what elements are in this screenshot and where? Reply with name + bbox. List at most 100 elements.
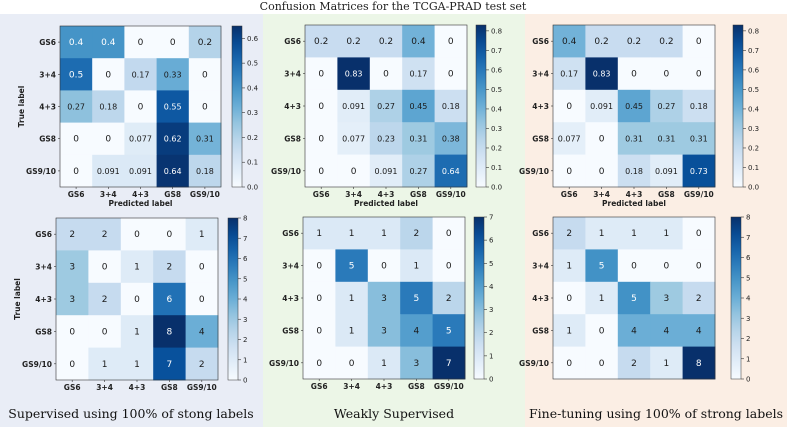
matrix-cell [120,218,154,251]
cell-value: 2 [446,294,452,304]
matrix-cell [369,154,403,188]
cell-value: 0.18 [625,167,643,176]
cell-value: 0.077 [558,134,581,143]
cell-value: 2 [102,230,108,240]
matrix-cell [120,315,154,348]
y-tick-label: 4+3 [532,102,549,111]
matrix-cell [650,281,683,315]
matrix-cell [337,122,371,155]
matrix-cell [400,346,433,380]
colorbar-tick-label: 0 [243,377,247,385]
x-tick-label: GS9/10 [190,190,220,199]
x-tick-label: 3+4 [96,383,113,392]
y-tick-label: 3+4 [284,70,301,79]
matrix-cell [402,25,435,58]
cell-value: 0 [199,295,205,305]
cell-value: 0.45 [625,102,643,111]
matrix-cell [585,217,619,250]
matrix-cell [88,315,122,348]
y-tick-label: GS8 [39,135,56,144]
y-tick-label: GS9/10 [26,167,56,176]
cell-value: 0 [383,70,389,80]
matrix-cell [120,250,154,284]
cell-value: 0 [664,70,670,80]
x-tick-label: GS6 [561,190,578,199]
matrix-cell [337,154,371,188]
x-tick-label: 3+4 [100,190,117,199]
confusion-matrix-3: 0.4 0.2 0.2 0.2 0 0.17 0.83 0 0 0 0 0.091 0.45 0.27 0.… [519,24,760,208]
colorbar-tick-label: 3 [243,316,247,324]
cell-value: 7 [167,360,173,370]
x-axis-label: Predicted label [354,199,418,208]
matrix-cell [553,89,586,123]
cell-value: 0 [566,294,572,304]
matrix-cell [585,122,619,155]
cell-value: 0.64 [164,167,182,176]
y-tick-label: GS8 [284,134,301,143]
colorbar-tick-label: 5 [746,274,750,282]
x-tick-label: 3+4 [343,382,360,391]
matrix-cell [585,154,619,188]
x-tick-label: 4+3 [626,190,643,199]
matrix-cell [682,281,716,315]
colorbar [475,24,487,188]
cell-value: 2 [414,229,420,239]
colorbar [732,24,744,188]
matrix-cell [124,154,157,188]
matrix-cell [682,57,716,91]
cell-value: 0.31 [690,134,708,143]
colorbar-tick-label: 4 [489,283,494,291]
cell-value: 0 [566,167,572,177]
cell-value: 8 [696,359,702,369]
cell-value: 5 [599,262,605,272]
y-axis-label: True label [17,86,26,128]
cell-value: 0.31 [409,134,427,143]
matrix-cell [156,122,190,156]
matrix-cell [92,58,125,91]
cell-value: 0 [105,135,111,145]
matrix-cell [585,89,619,123]
cell-value: 1 [566,262,572,272]
matrix-cell [369,25,403,58]
colorbar-tick-label: 0.3 [491,125,502,133]
matrix-cell [585,249,619,283]
cell-value: 0.38 [442,134,460,143]
y-tick-label: 4+3 [532,294,549,303]
matrix-cell [432,346,466,380]
colorbar-tick-label: 6 [489,237,494,245]
matrix-cell [369,122,403,155]
colorbar-tick-label: 6 [746,254,751,262]
matrix-cell [92,26,125,59]
matrix-cell [432,281,466,315]
matrix-cell [553,217,586,250]
colorbar-tick-label: 0.2 [748,144,759,152]
cell-value: 0.33 [164,70,182,79]
colorbar-tick-label: 0 [489,376,493,384]
colorbar-tick-label: 6 [243,255,248,263]
cell-value: 0.4 [411,37,426,47]
colorbar [730,216,742,380]
cell-value: 0 [316,359,322,369]
x-tick-label: 4+3 [378,190,395,199]
matrix-cell [400,217,433,250]
cell-value: 1 [134,327,140,337]
y-tick-label: GS6 [284,37,301,46]
cell-value: 0.18 [196,167,214,176]
caption-fine-tuning: Fine-tuning using 100% of strong labels [529,406,783,421]
matrix-cell [153,250,186,284]
matrix-cell [305,89,338,123]
cell-value: 1 [664,359,670,369]
matrix-cell [617,25,651,58]
matrix-cell [124,90,157,123]
cell-value: 0.31 [196,135,214,144]
cell-value: 2 [566,229,572,239]
cell-value: 0 [599,326,605,336]
cell-value: 0.091 [655,167,678,176]
cell-value: 1 [599,294,605,304]
matrix-cell [367,281,401,315]
cell-value: 0 [105,70,111,80]
cell-value: 0 [566,359,572,369]
y-axis-label: True label [13,278,22,320]
cell-value: 3 [381,294,387,304]
